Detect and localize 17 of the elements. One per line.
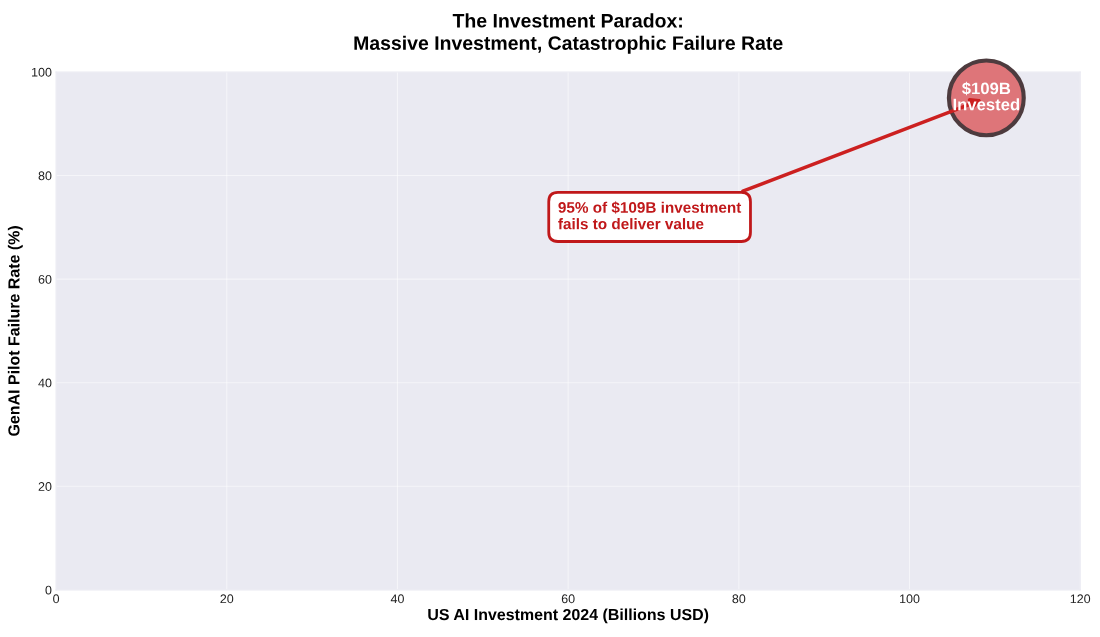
- x-tick-label: 120: [1070, 594, 1091, 604]
- y-tick-label: 60: [38, 274, 52, 284]
- x-tick-label: 100: [900, 594, 920, 604]
- chart-title: The Investment Paradox: Massive Investment, Catastrophic Failure Rate: [354, 13, 783, 54]
- x-tick-label: 60: [561, 594, 575, 604]
- x-tick-label: 80: [732, 594, 746, 604]
- x-tick-label: 40: [390, 594, 404, 604]
- x-tick-label: 0: [53, 594, 60, 604]
- annotation: 95% of $109B investment fails to deliver value: [558, 201, 742, 230]
- x-axis-title: US AI Investment 2024 (Billions USD): [428, 608, 709, 624]
- x-tick-label: 20: [220, 594, 234, 604]
- y-axis-title: GenAI Pilot Failure Rate (%): [7, 226, 23, 436]
- y-tick-label: 20: [38, 482, 52, 491]
- y-tick-label: 100: [32, 67, 52, 77]
- y-tick-label: 0: [45, 585, 52, 595]
- y-tick-label: 40: [38, 378, 52, 388]
- y-tick-label: 80: [38, 171, 52, 181]
